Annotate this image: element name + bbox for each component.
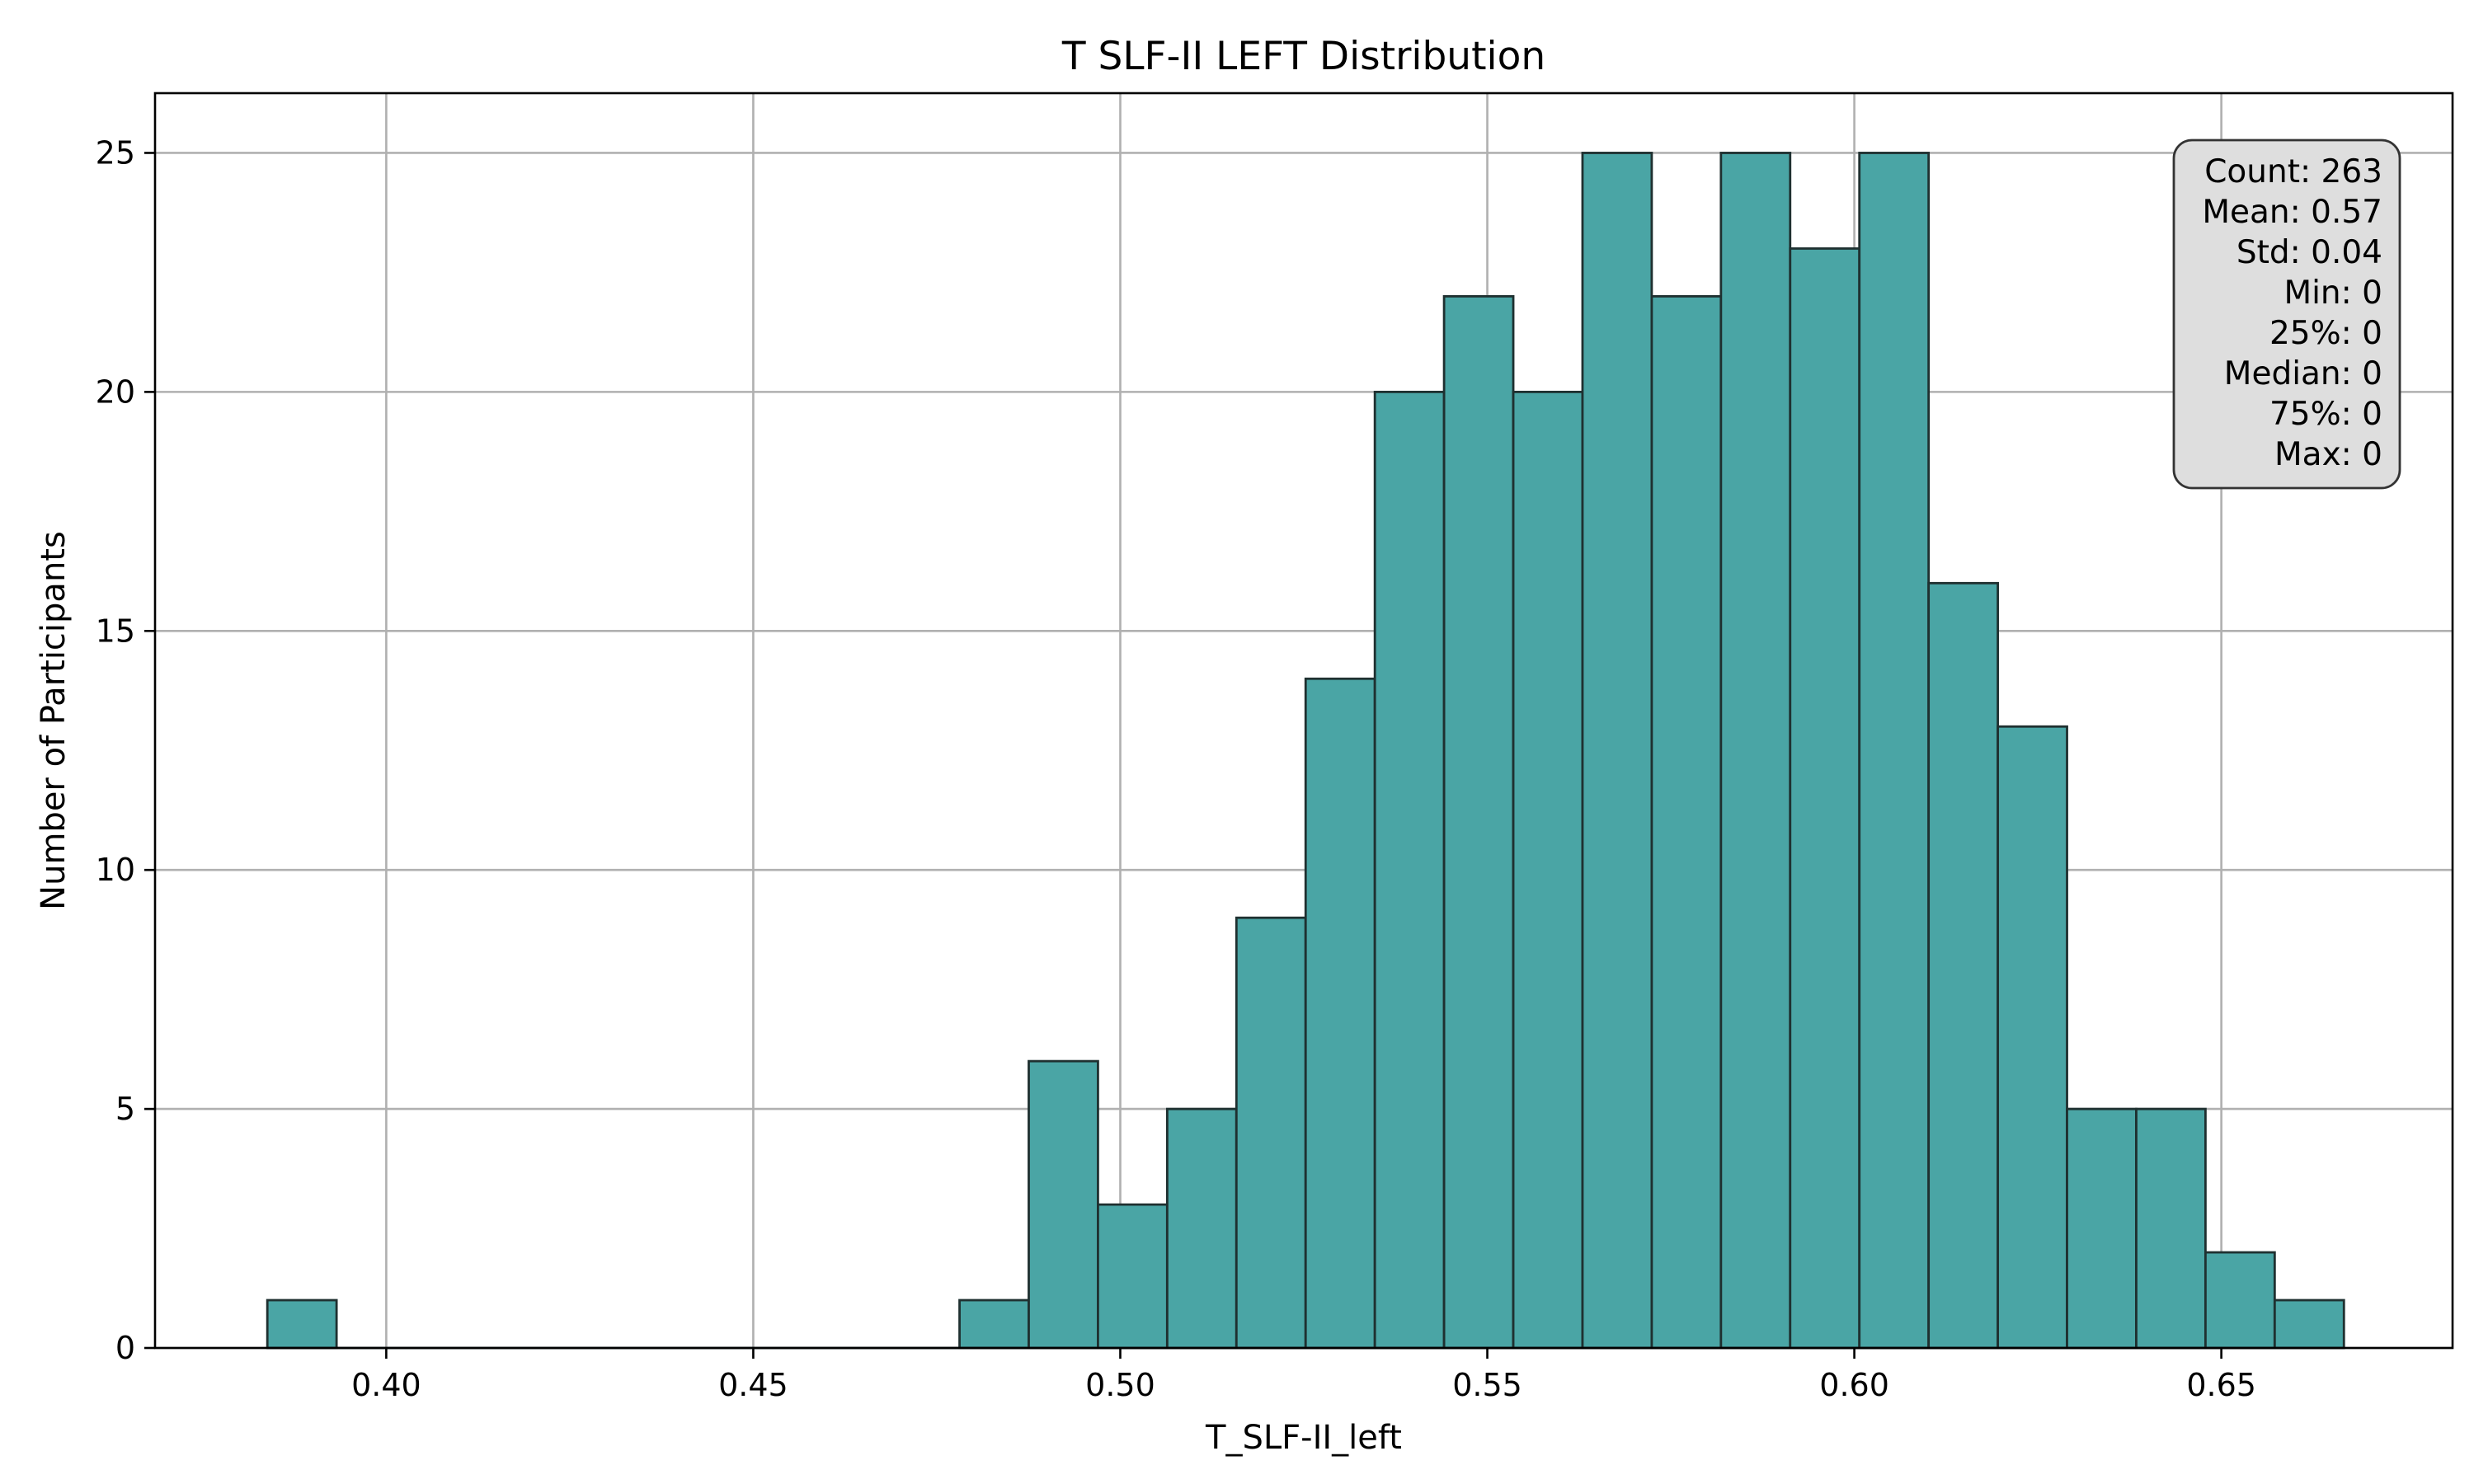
histogram-bar [1442, 295, 1515, 1350]
x-tick-label: 0.65 [2186, 1367, 2256, 1403]
histogram-bar [1028, 1059, 1099, 1350]
histogram-bar [1581, 152, 1653, 1350]
x-axis-label: T_SLF-II_left [1205, 1419, 1402, 1457]
y-tick-label: 15 [96, 613, 135, 649]
histogram-bar [1512, 390, 1584, 1350]
stats-box: Count: 263 Mean: 0.57 Std: 0.04 Min: 0 2… [2172, 139, 2401, 490]
histogram-bar [1858, 152, 1931, 1350]
histogram-bar [2204, 1251, 2276, 1350]
histogram-bar [958, 1298, 1030, 1350]
plot-frame [153, 92, 2454, 1350]
histogram-bar [1097, 1203, 1169, 1350]
stats-box-background [2172, 139, 2401, 490]
stats-75-percent: 75%: 0 [2269, 396, 2382, 433]
stats-std: Std: 0.04 [2236, 234, 2382, 271]
y-tick-label: 10 [96, 852, 135, 888]
x-tick-label: 0.45 [718, 1367, 788, 1403]
histogram-bar [2135, 1107, 2207, 1350]
x-tick-label: 0.50 [1085, 1367, 1155, 1403]
y-axis-label: Number of Participants [35, 531, 73, 910]
histogram-bar [2273, 1298, 2345, 1350]
stats-mean: Mean: 0.57 [2202, 194, 2382, 231]
y-tick-label: 25 [96, 134, 135, 171]
histogram-bar [1650, 295, 1723, 1350]
histogram-bars [266, 152, 2345, 1350]
chart-title: T SLF-II LEFT Distribution [1061, 34, 1545, 79]
histogram-bar [1304, 677, 1376, 1350]
histogram-bar [1927, 581, 1999, 1350]
x-tick-label: 0.60 [1819, 1367, 1889, 1403]
stats-median: Median: 0 [2224, 355, 2382, 392]
x-tick-label: 0.55 [1452, 1367, 1522, 1403]
histogram-bar [1997, 725, 2068, 1350]
histogram-bar [1165, 1107, 1238, 1350]
y-tick-label: 5 [115, 1091, 135, 1127]
y-axis-ticks: 0 5 10 15 20 25 [96, 134, 155, 1366]
histogram-bar [2066, 1107, 2138, 1350]
x-axis-ticks: 0.40 0.45 0.50 0.55 0.60 0.65 [351, 1348, 2256, 1403]
stats-min: Min: 0 [2284, 275, 2382, 312]
histogram-bar [1719, 152, 1792, 1350]
x-tick-label: 0.40 [351, 1367, 421, 1403]
histogram-bar [266, 1298, 338, 1350]
histogram-bar [1789, 247, 1861, 1350]
y-tick-label: 0 [115, 1330, 135, 1366]
histogram-bar [1373, 390, 1446, 1350]
stats-max: Max: 0 [2274, 436, 2382, 473]
histogram-bar [1235, 916, 1307, 1350]
stats-count: Count: 263 [2204, 153, 2382, 190]
stats-25-percent: 25%: 0 [2269, 315, 2382, 352]
y-tick-label: 20 [96, 373, 135, 410]
